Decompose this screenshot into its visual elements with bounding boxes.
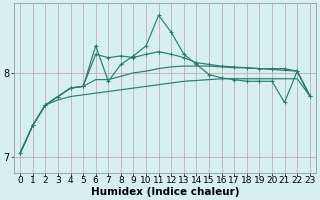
- X-axis label: Humidex (Indice chaleur): Humidex (Indice chaleur): [91, 187, 239, 197]
